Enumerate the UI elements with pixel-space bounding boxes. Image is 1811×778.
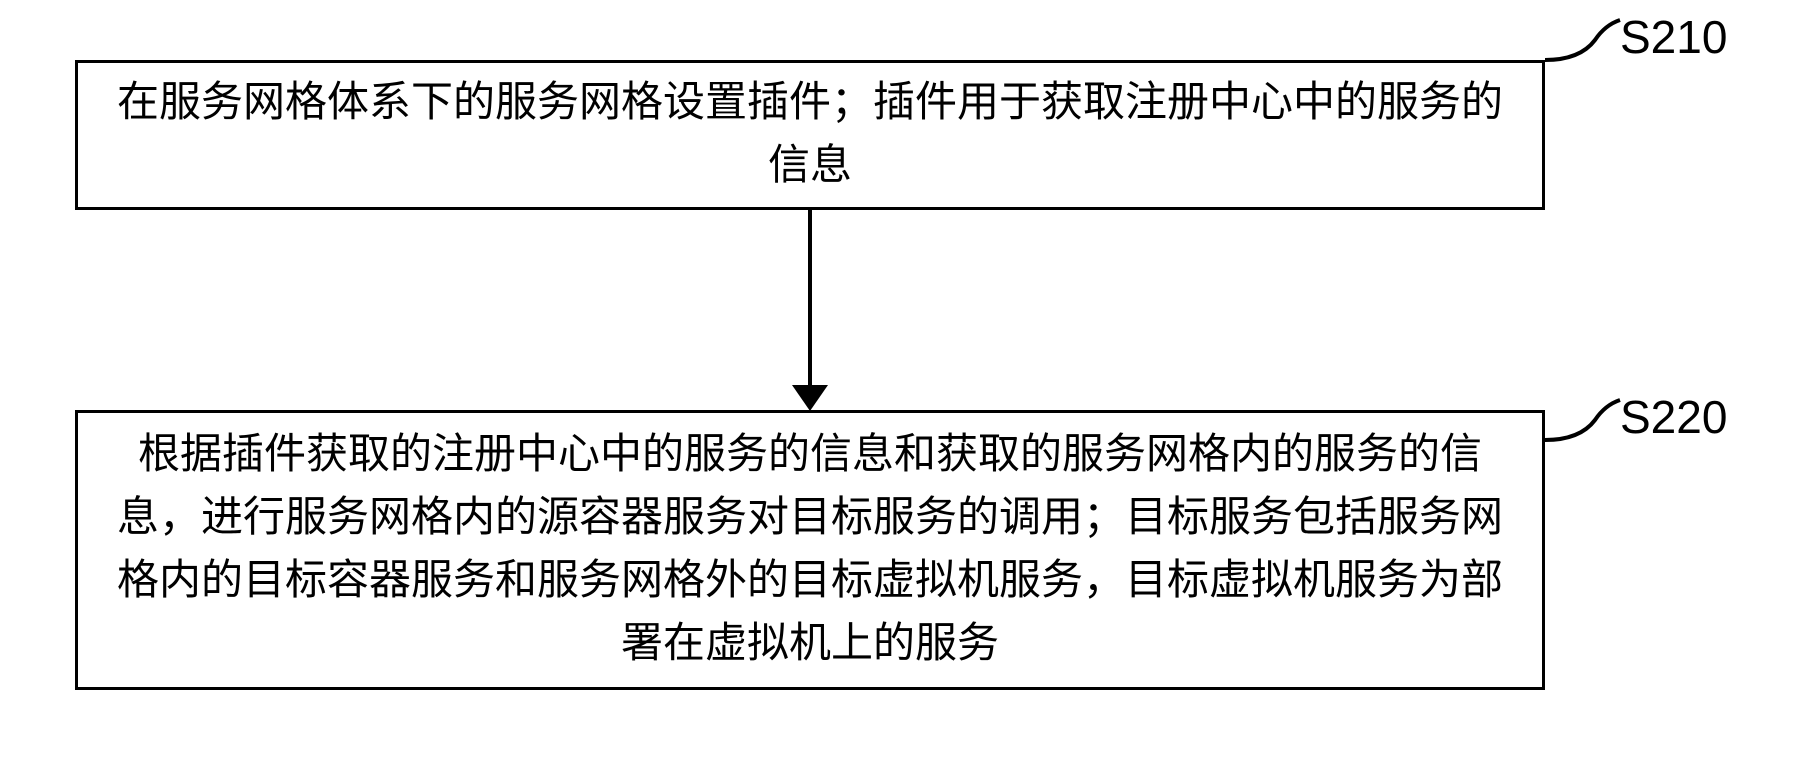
node-s220-text: 根据插件获取的注册中心中的服务的信息和获取的服务网格内的服务的信息，进行服务网格… bbox=[108, 424, 1512, 676]
node-s210-text: 在服务网格体系下的服务网格设置插件；插件用于获取注册中心中的服务的信息 bbox=[108, 72, 1512, 198]
node-s210-label: S210 bbox=[1620, 10, 1727, 64]
flowchart-node-s210: 在服务网格体系下的服务网格设置插件；插件用于获取注册中心中的服务的信息 bbox=[75, 60, 1545, 210]
arrow-head-s210-to-s220 bbox=[792, 385, 828, 411]
node-s220-label: S220 bbox=[1620, 390, 1727, 444]
flowchart-node-s220: 根据插件获取的注册中心中的服务的信息和获取的服务网格内的服务的信息，进行服务网格… bbox=[75, 410, 1545, 690]
label-connector-s210 bbox=[1545, 15, 1625, 75]
flowchart-container: 在服务网格体系下的服务网格设置插件；插件用于获取注册中心中的服务的信息 S210… bbox=[0, 0, 1811, 778]
arrow-s210-to-s220 bbox=[808, 210, 812, 390]
label-connector-s220 bbox=[1545, 395, 1625, 455]
